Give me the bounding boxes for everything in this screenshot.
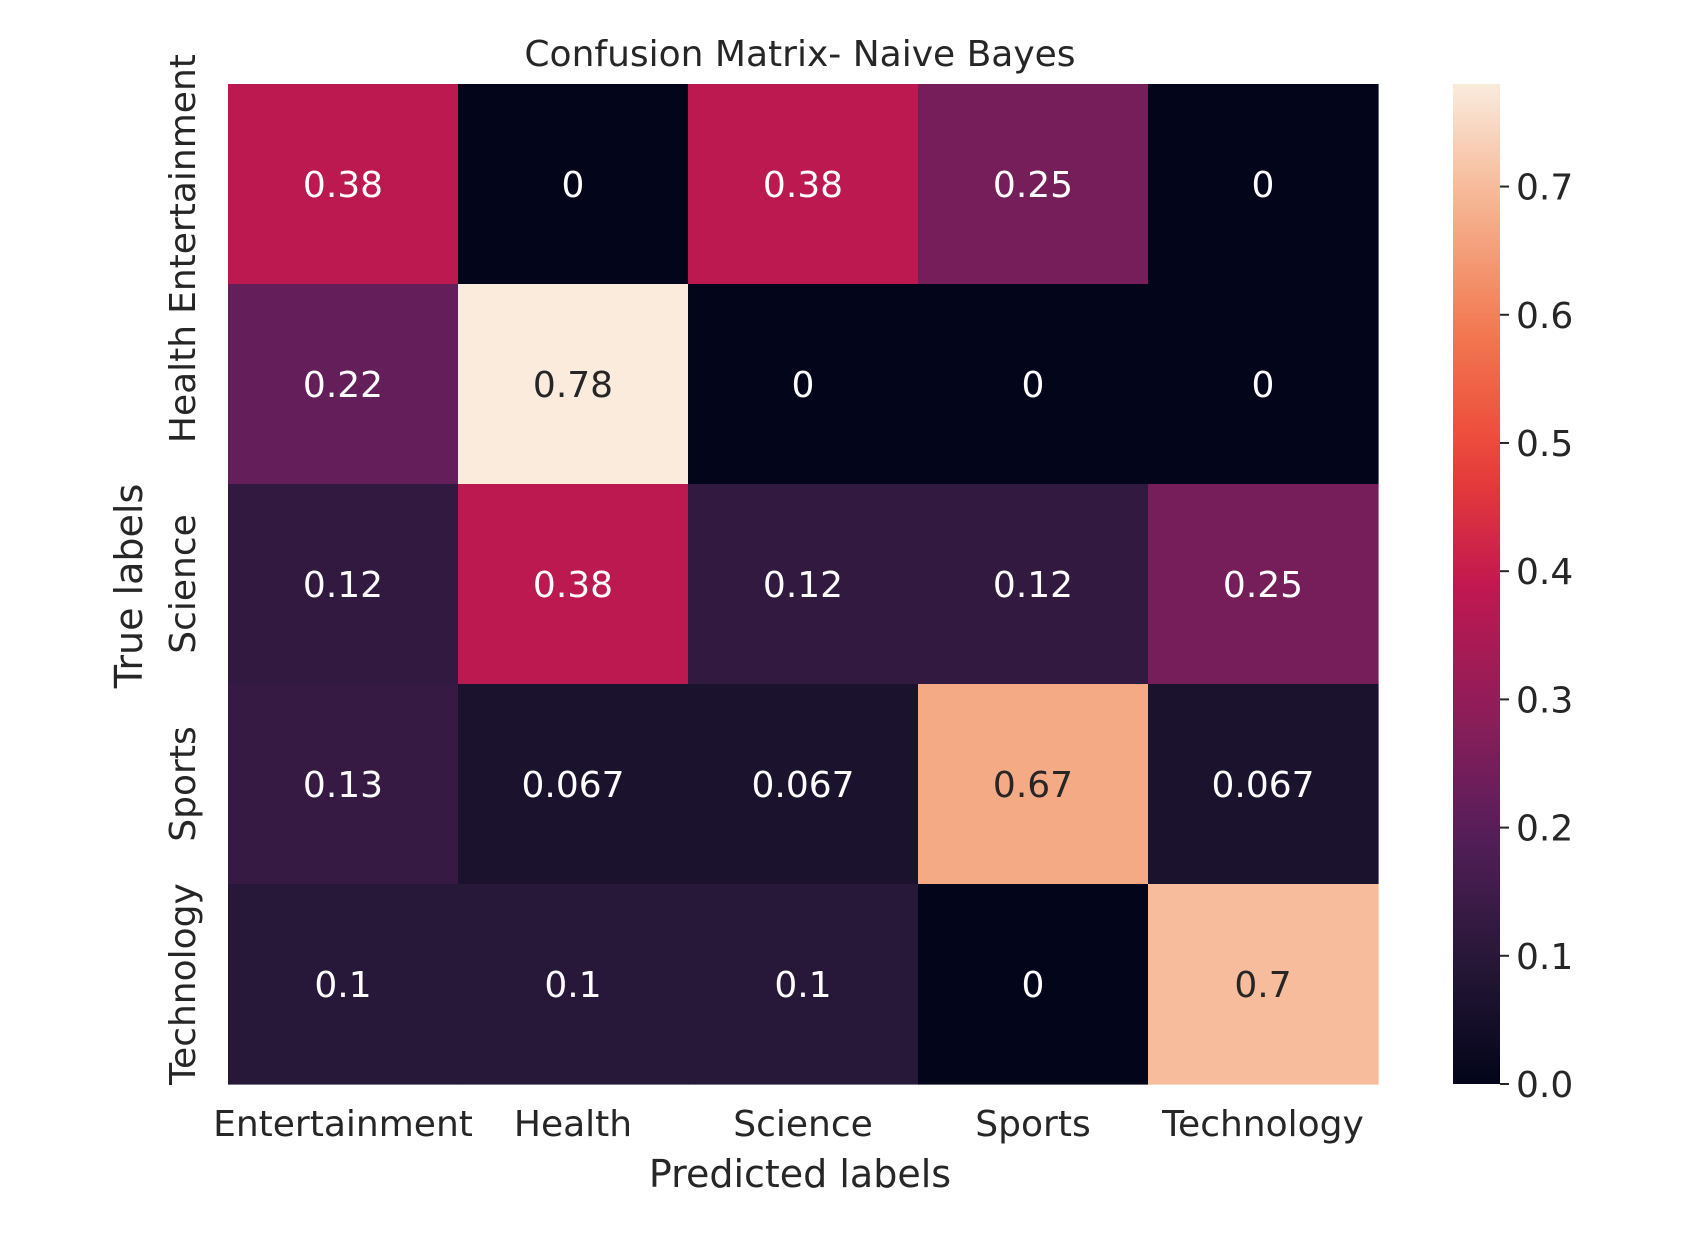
cell-value-label: 0.67 (993, 765, 1073, 806)
heatmap-cell (228, 684, 459, 885)
colorbar-ticks: 0.0 0.1 0.2 0.3 0.4 0.5 0.6 0.7 (1500, 168, 1573, 1106)
x-tick-label: Sports (975, 1104, 1090, 1145)
x-tick-labels: Entertainment Health Science Sports Technolo… (213, 1104, 1364, 1145)
heatmap-cells: 0.38 0 0.38 0.25 0 0.22 0.78 0 0 0 0.12 0.38 0.12 0.1… (228, 84, 1379, 1085)
x-tick-label: Technology (1161, 1104, 1364, 1145)
heatmap-cell (918, 684, 1149, 885)
cell-value-label: 0.12 (993, 565, 1073, 606)
heatmap-cell (918, 484, 1149, 685)
heatmap-cell (918, 84, 1149, 285)
y-tick-label: Technology (163, 883, 204, 1086)
cell-value-label: 0.067 (521, 765, 624, 806)
cell-value-label: 0.1 (544, 965, 601, 1006)
cell-value-label: 0.1 (774, 965, 831, 1006)
cell-value-label: 0.78 (533, 365, 613, 406)
x-axis-label: Predicted labels (649, 1152, 951, 1196)
heatmap-cell (228, 484, 459, 685)
cell-value-label: 0 (562, 165, 585, 206)
cell-value-label: 0 (1022, 965, 1045, 1006)
heatmap-cell (458, 484, 689, 685)
heatmap-cell (228, 884, 459, 1085)
heatmap-cell (688, 84, 919, 285)
heatmap-cell (458, 284, 689, 485)
cell-value-label: 0.38 (763, 165, 843, 206)
cell-value-label: 0.38 (533, 565, 613, 606)
x-tick-label: Entertainment (213, 1104, 473, 1145)
y-tick-label: Health (163, 325, 204, 443)
cell-value-label: 0.7 (1234, 965, 1291, 1006)
colorbar-tick-label: 0.5 (1516, 424, 1573, 465)
heatmap-cell (1148, 284, 1379, 485)
chart-title: Confusion Matrix- Naive Bayes (524, 34, 1075, 75)
x-tick-label: Health (514, 1104, 632, 1145)
heatmap-cell (228, 84, 459, 285)
colorbar-tick-label: 0.2 (1516, 809, 1573, 850)
heatmap-cell (1148, 484, 1379, 685)
colorbar-tick-label: 0.3 (1516, 680, 1573, 721)
heatmap-cell (458, 684, 689, 885)
colorbar-gradient (1453, 84, 1500, 1084)
colorbar-tick-label: 0.4 (1516, 552, 1573, 593)
cell-value-label: 0.12 (303, 565, 383, 606)
cell-value-label: 0 (792, 365, 815, 406)
colorbar-tick-label: 0.6 (1516, 296, 1573, 337)
heatmap-cell (1148, 84, 1379, 285)
cell-value-label: 0.12 (763, 565, 843, 606)
cell-value-label: 0 (1022, 365, 1045, 406)
heatmap-cell (1148, 884, 1379, 1085)
y-axis-label: True labels (107, 484, 151, 690)
x-tick-label: Science (733, 1104, 873, 1145)
cell-value-label: 0 (1252, 165, 1275, 206)
cell-value-label: 0.25 (1223, 565, 1303, 606)
colorbar-tick-label: 0.1 (1516, 937, 1573, 978)
heatmap-cell (918, 884, 1149, 1085)
colorbar: 0.0 0.1 0.2 0.3 0.4 0.5 0.6 0.7 (1453, 84, 1573, 1106)
cell-value-label: 0.067 (751, 765, 854, 806)
heatmap-cell (688, 484, 919, 685)
cell-value-label: 0.13 (303, 765, 383, 806)
heatmap-cell (688, 684, 919, 885)
cell-value-label: 0.38 (303, 165, 383, 206)
colorbar-tick-label: 0.7 (1516, 168, 1573, 209)
y-tick-label: Sports (163, 726, 204, 841)
cell-value-label: 0 (1252, 365, 1275, 406)
cell-value-label: 0.22 (303, 365, 383, 406)
heatmap-cell (458, 84, 689, 285)
heatmap-cell (688, 884, 919, 1085)
y-tick-labels: Entertainment Health Science Sports Technolo… (163, 54, 204, 1086)
heatmap-cell (458, 884, 689, 1085)
heatmap-cell (688, 284, 919, 485)
y-tick-label: Science (163, 514, 204, 654)
colorbar-tick-label: 0.0 (1516, 1065, 1573, 1106)
cell-value-label: 0.25 (993, 165, 1073, 206)
cell-value-label: 0.067 (1211, 765, 1314, 806)
heatmap-cell (1148, 684, 1379, 885)
y-tick-label: Entertainment (163, 54, 204, 314)
heatmap-cell (918, 284, 1149, 485)
cell-value-label: 0.1 (314, 965, 371, 1006)
heatmap-cell (228, 284, 459, 485)
